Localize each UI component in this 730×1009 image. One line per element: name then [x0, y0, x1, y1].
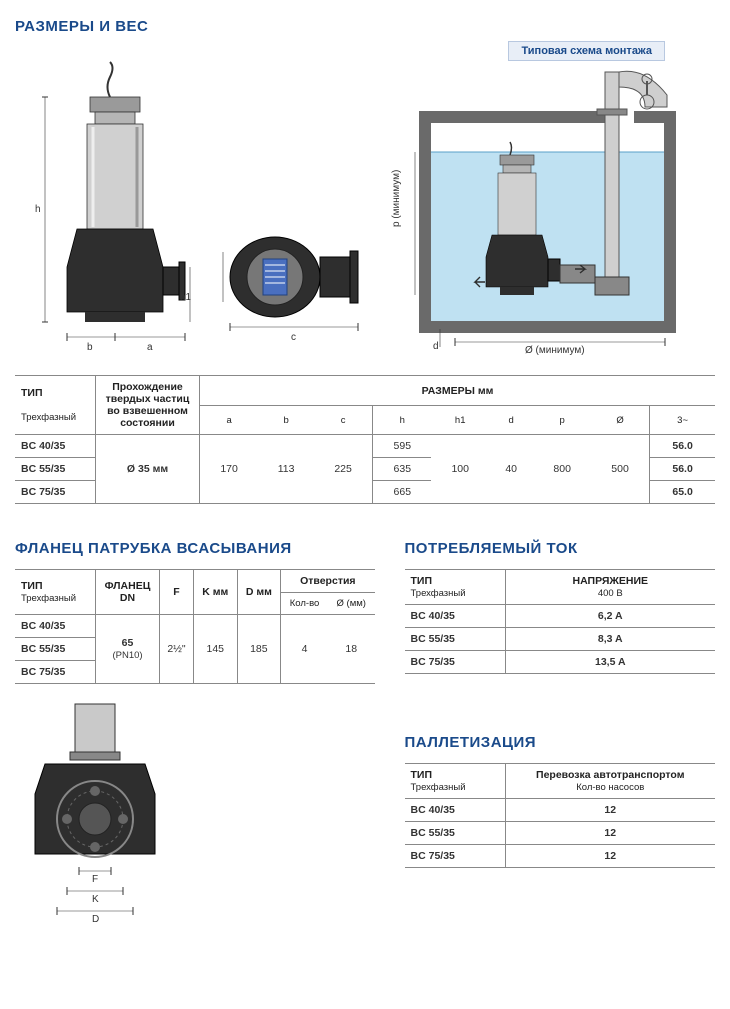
diagram-pump-side: h h1 b a	[15, 57, 195, 357]
cell-p: 800	[533, 435, 591, 504]
cell-model-2: BC 75/35	[15, 481, 96, 504]
cell-c: 225	[314, 435, 373, 504]
svg-text:Ø (минимум): Ø (минимум)	[525, 345, 585, 356]
cell-b: 113	[258, 435, 314, 504]
col-d: d	[489, 406, 533, 435]
col-b: b	[258, 406, 314, 435]
col-a: a	[200, 406, 259, 435]
svg-text:h: h	[35, 204, 41, 215]
col-dia: Ø	[591, 406, 650, 435]
hdr-F: F	[160, 570, 194, 615]
heading-current: ПОТРЕБЛЯЕМЫЙ ТОК	[405, 540, 715, 557]
col-3ph: 3~	[650, 406, 715, 435]
diagram-row: h h1 b a c	[15, 47, 715, 357]
col-h: h	[373, 406, 432, 435]
cell-h-1: 635	[373, 458, 432, 481]
hdr-3ph: Трехфазный	[21, 412, 76, 423]
table-dimensions: ТИП Трехфазный Прохождение твердых части…	[15, 375, 715, 504]
cell-model-0: BC 40/35	[15, 435, 96, 458]
cell-model-1: BC 55/35	[15, 458, 96, 481]
table-flange: ТИП Трехфазный ФЛАНЕЦ DN F K мм D мм Отв…	[15, 569, 375, 684]
cell-h-0: 595	[373, 435, 432, 458]
cell-h1: 100	[431, 435, 489, 504]
cell-w-2: 65.0	[650, 481, 715, 504]
table-pallet: ТИП Трехфазный Перевозка автотранспортом…	[405, 763, 715, 868]
hdr-holes: Отверстия	[281, 570, 375, 593]
col-c: c	[314, 406, 373, 435]
diagram-installation: Типовая схема монтажа	[385, 47, 685, 357]
table-current: ТИП Трехфазный НАПРЯЖЕНИЕ 400 В BC 40/35…	[405, 569, 715, 674]
svg-text:h1: h1	[180, 292, 192, 303]
diagram-flange: F K D	[15, 699, 375, 932]
hdr-solids: Прохождение твердых частиц во взвешенном…	[106, 381, 190, 429]
svg-text:d: d	[433, 341, 439, 352]
col-h1: h1	[431, 406, 489, 435]
install-title: Типовая схема монтажа	[508, 41, 665, 61]
svg-text:K: K	[92, 894, 99, 905]
diagram-pump-top: c	[215, 197, 365, 357]
svg-text:F: F	[92, 874, 98, 885]
svg-text:a: a	[147, 342, 153, 353]
cell-dn: 65 (PN10)	[96, 615, 160, 684]
heading-dimensions: РАЗМЕРЫ И ВЕС	[15, 18, 715, 35]
cell-solids: Ø 35 мм	[96, 435, 200, 504]
svg-text:b: b	[87, 342, 93, 353]
cell-a: 170	[200, 435, 259, 504]
cell-d: 40	[489, 435, 533, 504]
heading-flange: ФЛАНЕЦ ПАТРУБКА ВСАСЫВАНИЯ	[15, 540, 375, 557]
hdr-flange-dn: ФЛАНЕЦ DN	[96, 570, 160, 615]
hdr-type: ТИП	[21, 387, 43, 399]
cell-w-1: 56.0	[650, 458, 715, 481]
svg-text:D: D	[92, 914, 99, 925]
svg-text:p (минимум): p (минимум)	[391, 170, 402, 227]
svg-text:c: c	[291, 332, 296, 343]
hdr-dims: РАЗМЕРЫ мм	[200, 376, 716, 406]
cell-dia: 500	[591, 435, 650, 504]
cell-h-2: 665	[373, 481, 432, 504]
col-p: p	[533, 406, 591, 435]
cell-w-0: 56.0	[650, 435, 715, 458]
heading-pallet: ПАЛЛЕТИЗАЦИЯ	[405, 734, 715, 751]
